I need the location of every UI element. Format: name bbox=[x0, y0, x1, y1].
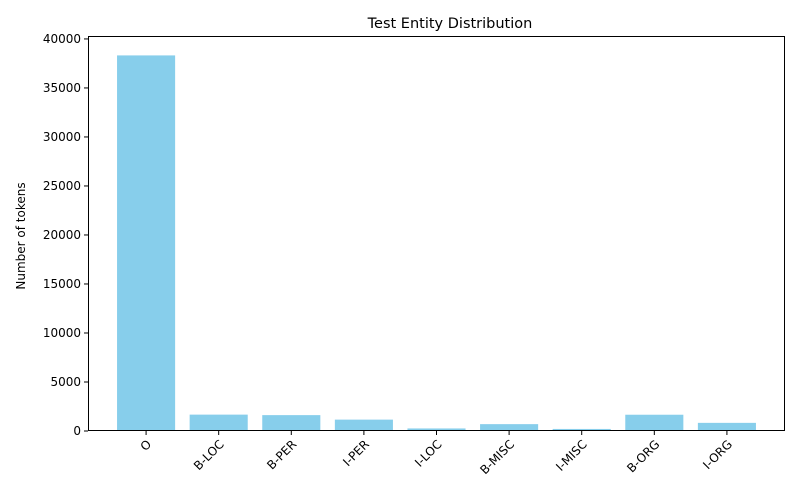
y-tick-label: 0 bbox=[73, 424, 81, 438]
bar-b-per bbox=[262, 415, 321, 431]
bars-group bbox=[117, 55, 756, 431]
y-tick-label: 40000 bbox=[43, 32, 81, 46]
y-axis-label: Number of tokens bbox=[14, 182, 28, 289]
bar-b-misc bbox=[480, 424, 539, 431]
y-ticks-group: 0 5000 10000 15000 20000 25000 30000 35000 40000 bbox=[43, 32, 88, 438]
y-tick-label: 30000 bbox=[43, 130, 81, 144]
y-tick-label: 25000 bbox=[43, 179, 81, 193]
x-tick-label: I-MISC bbox=[553, 437, 590, 474]
x-tick-label: B-ORG bbox=[624, 437, 662, 475]
x-tick-label: I-ORG bbox=[700, 437, 735, 472]
bar-o bbox=[117, 55, 176, 431]
x-tick-label: B-PER bbox=[264, 437, 299, 472]
bar-b-org bbox=[625, 414, 684, 431]
x-tick-label: B-LOC bbox=[191, 437, 227, 473]
x-tick-label: I-LOC bbox=[412, 437, 444, 469]
y-tick-label: 35000 bbox=[43, 81, 81, 95]
x-tick-label: I-PER bbox=[340, 437, 372, 469]
plot-frame bbox=[88, 36, 785, 431]
bar-i-loc bbox=[407, 428, 466, 431]
x-tick-label: O bbox=[138, 437, 155, 454]
bar-i-misc bbox=[552, 428, 611, 431]
bar-i-org bbox=[697, 422, 756, 431]
y-tick-label: 5000 bbox=[50, 375, 81, 389]
y-tick-label: 15000 bbox=[43, 277, 81, 291]
bar-i-per bbox=[334, 419, 393, 431]
x-tick-label: B-MISC bbox=[477, 437, 517, 477]
y-tick-label: 20000 bbox=[43, 228, 81, 242]
bar-b-loc bbox=[189, 414, 248, 431]
x-ticks-group: O B-LOC B-PER I-PER I-LOC B-MISC I-MISC B-ORG I-… bbox=[138, 431, 735, 477]
chart-title: Test Entity Distribution bbox=[367, 16, 533, 32]
y-tick-label: 10000 bbox=[43, 326, 81, 340]
